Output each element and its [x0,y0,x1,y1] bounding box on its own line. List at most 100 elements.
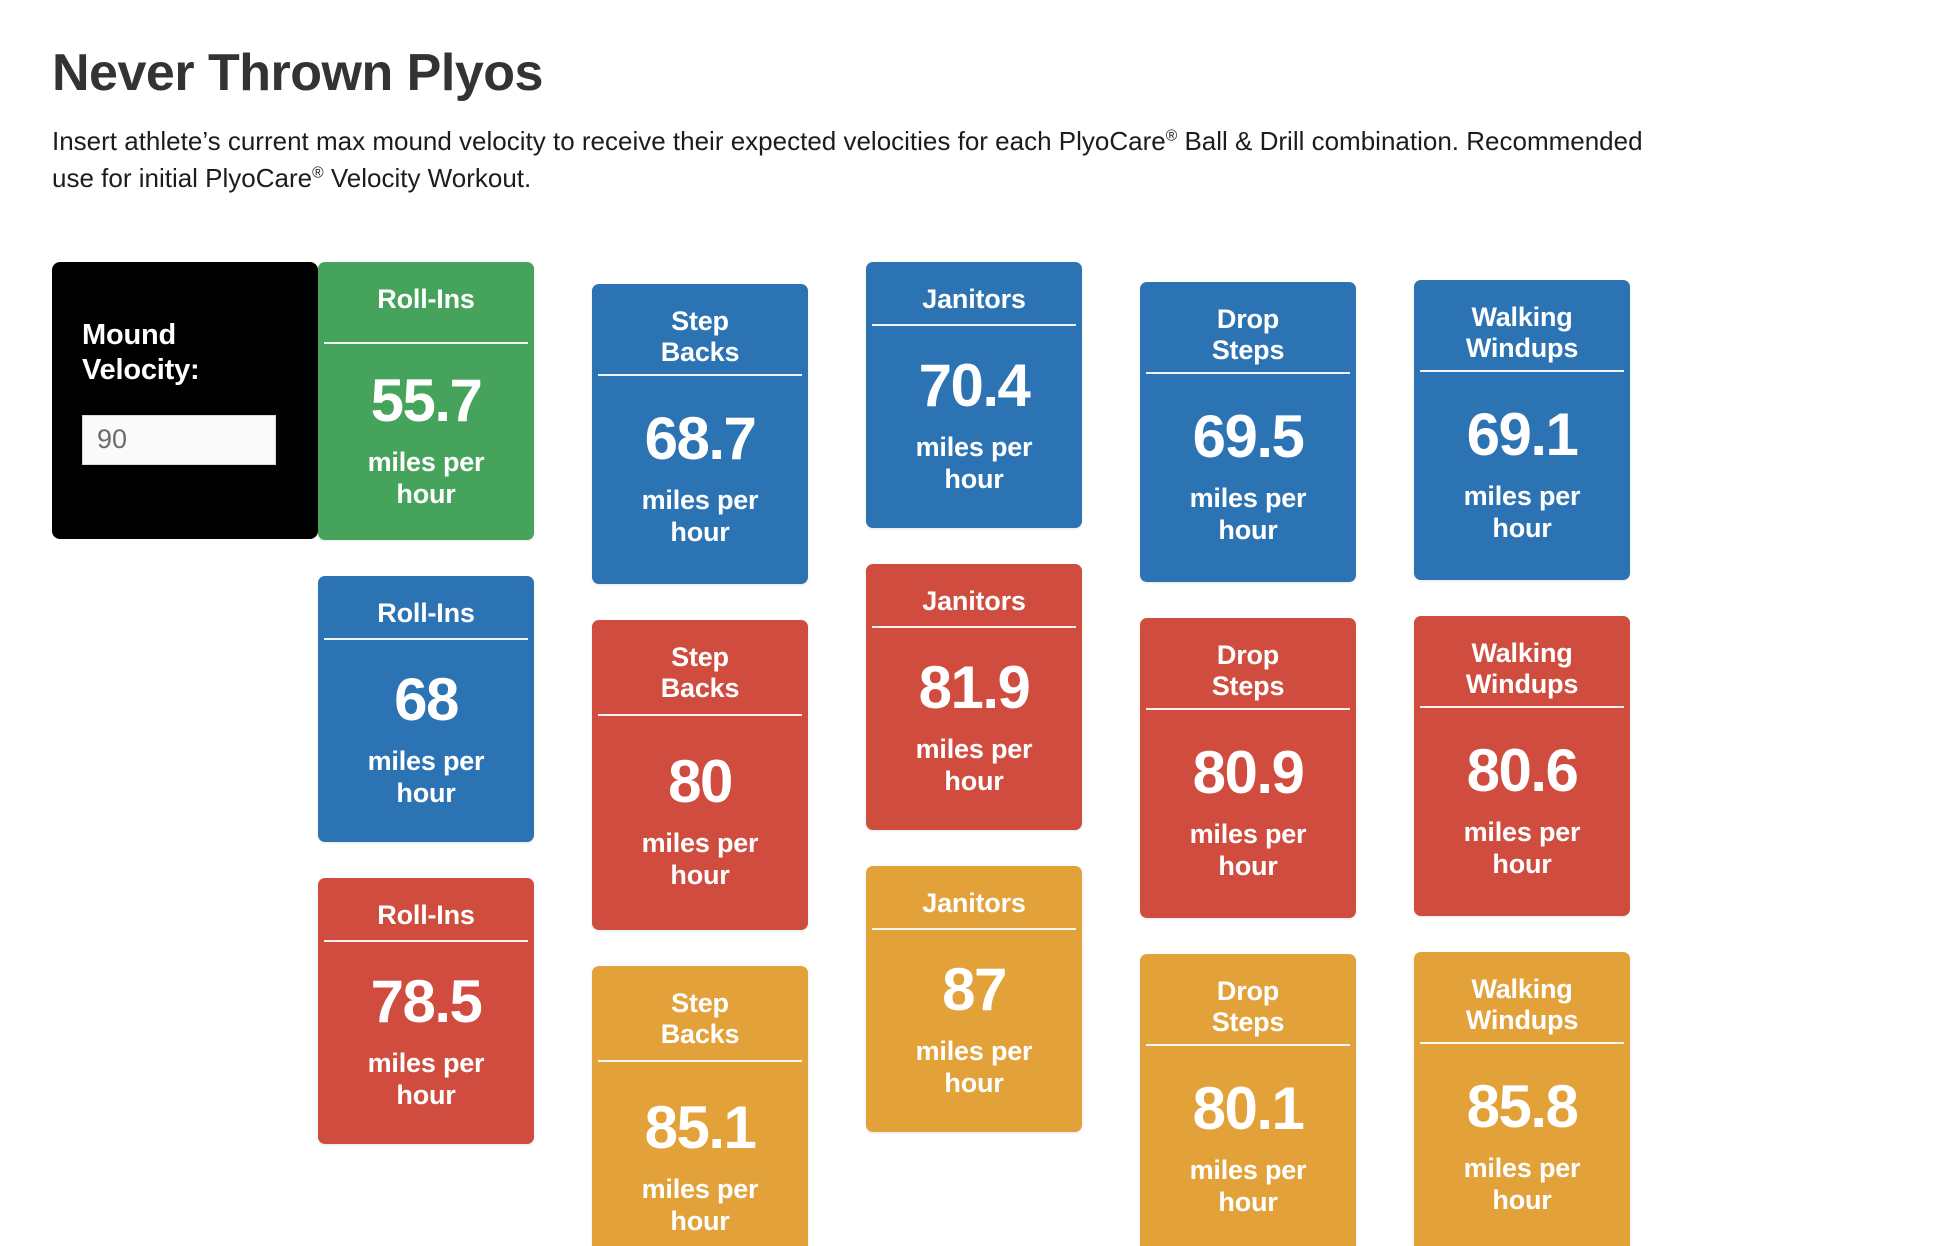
column-drop-steps: Drop Steps 69.5 miles per hour Drop Steps 80… [1140,282,1356,1246]
card-velocity-unit: miles per hour [915,734,1033,796]
card-velocity-value: 85.8 [1466,1073,1579,1141]
card-velocity-value: 68 [394,666,459,734]
subtitle-text-2: Ball & Drill combination. [1177,126,1460,157]
card-velocity-unit: miles per hour [1463,481,1581,543]
card-drop-steps-1[interactable]: Drop Steps 69.5 miles per hour [1140,282,1356,582]
card-velocity-unit: miles per hour [641,1174,759,1236]
card-velocity-value: 80.9 [1192,739,1305,807]
page-title: Never Thrown Plyos [52,44,543,102]
card-walking-windups-3[interactable]: Walking Windups 85.8 miles per hour [1414,952,1630,1246]
card-walking-windups-1[interactable]: Walking Windups 69.1 miles per hour [1414,280,1630,580]
card-body: 80 miles per hour [592,716,808,930]
card-velocity-value: 87 [942,956,1007,1024]
card-body: 70.4 miles per hour [866,326,1082,528]
card-velocity-unit: miles per hour [641,828,759,890]
card-velocity-value: 68.7 [644,405,757,473]
card-divider [324,342,528,344]
subtitle-text-1: Insert athlete’s current max mound veloc… [52,126,1166,157]
card-velocity-unit: miles per hour [367,746,485,808]
card-divider [1420,1042,1624,1044]
card-title: Walking Windups [1465,974,1579,1036]
card-body: 80.9 miles per hour [1140,710,1356,918]
card-janitors-1[interactable]: Janitors 70.4 miles per hour [866,262,1082,528]
card-title: Drop Steps [1211,640,1285,702]
subtitle-text-4: Velocity Workout. [323,163,532,194]
card-step-backs-2[interactable]: Step Backs 80 miles per hour [592,620,808,930]
card-velocity-value: 80 [668,748,733,816]
card-body: 69.1 miles per hour [1414,372,1630,580]
card-velocity-value: 70.4 [918,352,1031,420]
card-velocity-unit: miles per hour [915,1036,1033,1098]
card-drop-steps-2[interactable]: Drop Steps 80.9 miles per hour [1140,618,1356,918]
card-velocity-unit: miles per hour [367,1048,485,1110]
card-title: Walking Windups [1465,638,1579,700]
card-title: Janitors [922,586,1026,616]
card-divider [598,714,802,716]
card-janitors-2[interactable]: Janitors 81.9 miles per hour [866,564,1082,830]
card-title: Janitors [922,888,1026,918]
subtitle-text-3: Recommended use for initial PlyoCare [52,126,1643,194]
card-body: 68 miles per hour [318,640,534,842]
card-divider [1146,708,1350,710]
registered-mark-1: ® [1165,127,1178,145]
card-velocity-value: 69.1 [1466,401,1579,469]
card-divider [598,374,802,376]
card-divider [324,638,528,640]
column-roll-ins: Roll-Ins 55.7 miles per hour Roll-Ins 68 mile… [318,262,534,1180]
card-title: Step Backs [660,306,740,368]
card-roll-ins-1[interactable]: Roll-Ins 55.7 miles per hour [318,262,534,540]
card-divider [872,626,1076,628]
card-body: 80.1 miles per hour [1140,1046,1356,1246]
card-divider [1146,1044,1350,1046]
card-velocity-unit: miles per hour [1189,1155,1307,1217]
card-divider [598,1060,802,1062]
mound-velocity-label: Mound Velocity: [82,319,200,387]
card-body: 78.5 miles per hour [318,942,534,1144]
card-divider [1420,706,1624,708]
card-velocity-value: 81.9 [918,654,1031,722]
page-subtitle: Insert athlete’s current max mound veloc… [52,123,1672,197]
card-velocity-unit: miles per hour [915,432,1033,494]
card-body: 85.1 miles per hour [592,1062,808,1246]
card-title: Roll-Ins [377,598,475,628]
column-janitors: Janitors 70.4 miles per hour Janitors 81.9 mi… [866,262,1082,1168]
card-title: Walking Windups [1465,302,1579,364]
mound-velocity-input[interactable] [82,414,276,465]
card-velocity-unit: miles per hour [1189,819,1307,881]
card-body: 85.8 miles per hour [1414,1044,1630,1246]
card-roll-ins-2[interactable]: Roll-Ins 68 miles per hour [318,576,534,842]
card-velocity-unit: miles per hour [367,447,485,509]
column-step-backs: Step Backs 68.7 miles per hour Step Backs 80… [592,284,808,1246]
card-velocity-unit: miles per hour [641,485,759,547]
card-body: 81.9 miles per hour [866,628,1082,830]
card-step-backs-3[interactable]: Step Backs 85.1 miles per hour [592,966,808,1246]
card-divider [872,928,1076,930]
card-roll-ins-3[interactable]: Roll-Ins 78.5 miles per hour [318,878,534,1144]
card-velocity-value: 69.5 [1192,403,1305,471]
card-velocity-value: 80.1 [1192,1075,1305,1143]
velocity-grid: Mound Velocity: Roll-Ins 55.7 miles per ho… [52,262,1752,1246]
page-header: Never Thrown Plyos Insert athlete’s curr… [0,0,1934,197]
mound-velocity-column: Mound Velocity: [52,262,318,539]
card-velocity-value: 55.7 [370,367,483,435]
card-title: Drop Steps [1211,976,1285,1038]
card-velocity-unit: miles per hour [1463,817,1581,879]
card-velocity-unit: miles per hour [1189,483,1307,545]
card-title: Step Backs [660,988,740,1050]
registered-mark-2: ® [312,164,324,182]
card-velocity-unit: miles per hour [1463,1153,1581,1215]
card-walking-windups-2[interactable]: Walking Windups 80.6 miles per hour [1414,616,1630,916]
card-title: Step Backs [660,642,740,704]
card-body: 55.7 miles per hour [318,344,534,540]
cards-root: Roll-Ins 55.7 miles per hour Roll-Ins 68 mile… [318,262,1630,1246]
card-drop-steps-3[interactable]: Drop Steps 80.1 miles per hour [1140,954,1356,1246]
card-divider [1146,372,1350,374]
card-body: 80.6 miles per hour [1414,708,1630,916]
card-janitors-3[interactable]: Janitors 87 miles per hour [866,866,1082,1132]
card-title: Roll-Ins [377,900,475,930]
card-step-backs-1[interactable]: Step Backs 68.7 miles per hour [592,284,808,584]
card-velocity-value: 80.6 [1466,737,1579,805]
card-title: Drop Steps [1211,304,1285,366]
card-body: 87 miles per hour [866,930,1082,1132]
